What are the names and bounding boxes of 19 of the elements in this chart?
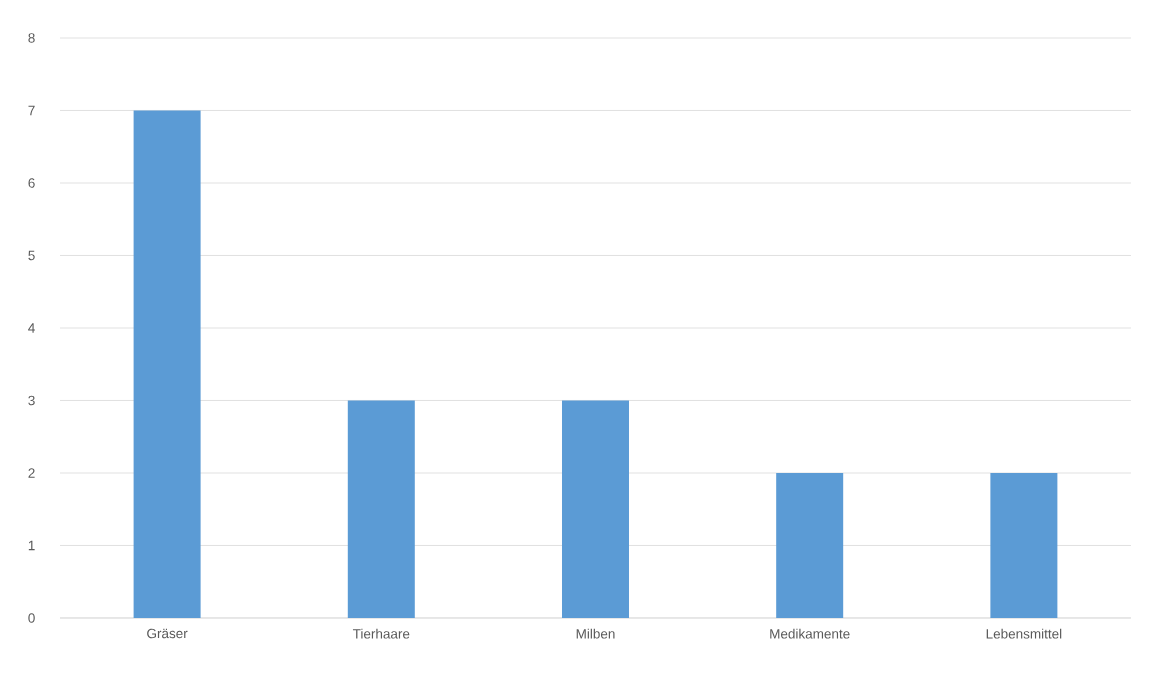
bar <box>561 400 629 618</box>
y-tick-label: 7 <box>28 105 35 116</box>
bar <box>347 400 415 618</box>
x-tick-label: Milben <box>576 628 615 639</box>
bar <box>133 110 201 618</box>
y-tick-label: 4 <box>28 323 35 333</box>
y-tick-label: 8 <box>28 33 35 43</box>
y-tick-label: 6 <box>28 178 35 188</box>
x-tick-label: Lebensmittel <box>986 628 1062 639</box>
y-tick-label: 5 <box>28 250 35 261</box>
x-tick-label: Medikamente <box>770 628 850 639</box>
x-tick-label: Tierhaare <box>352 628 410 639</box>
y-tick-label: 0 <box>28 613 35 623</box>
y-tick-label: 1 <box>28 540 35 551</box>
x-tick-label: Gräser <box>147 628 188 639</box>
bar <box>776 472 844 618</box>
y-tick-label: 3 <box>28 395 35 406</box>
bar <box>990 472 1058 618</box>
y-tick-label: 2 <box>28 468 35 478</box>
